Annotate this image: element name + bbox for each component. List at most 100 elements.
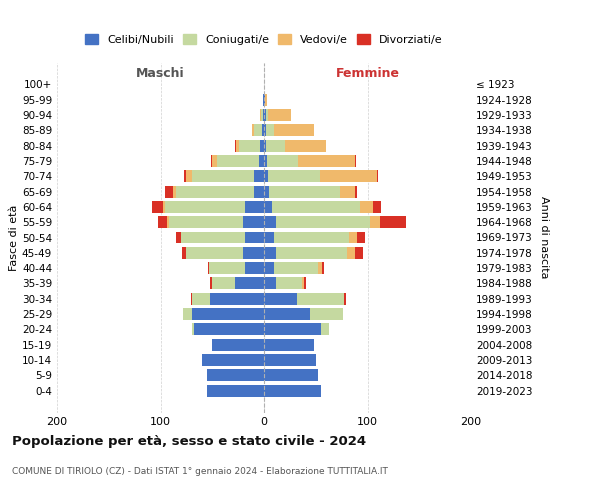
Bar	[264, 140, 266, 151]
Bar	[360, 201, 373, 213]
Bar	[264, 124, 266, 136]
Bar	[355, 247, 364, 259]
Y-axis label: Anni di nascita: Anni di nascita	[539, 196, 549, 278]
Text: Femmine: Femmine	[335, 67, 400, 80]
Bar	[164, 186, 173, 198]
Bar	[262, 124, 264, 136]
Bar	[272, 201, 360, 213]
Bar	[239, 140, 260, 151]
Bar	[217, 155, 259, 167]
Bar	[263, 109, 264, 121]
Bar	[267, 155, 298, 167]
Bar	[245, 201, 264, 213]
Bar	[176, 186, 254, 198]
Bar	[373, 201, 381, 213]
Bar	[302, 278, 304, 289]
Bar	[212, 278, 235, 289]
Bar	[318, 262, 322, 274]
Bar	[244, 247, 264, 259]
Bar	[274, 262, 318, 274]
Bar	[264, 216, 277, 228]
Bar	[264, 338, 314, 350]
Bar	[191, 293, 210, 304]
Bar	[251, 124, 254, 136]
Text: COMUNE DI TIRIOLO (CZ) - Dati ISTAT 1° gennaio 2024 - Elaborazione TUTTITALIA.IT: COMUNE DI TIRIOLO (CZ) - Dati ISTAT 1° g…	[12, 468, 388, 476]
Bar	[210, 293, 264, 304]
Bar	[266, 124, 274, 136]
Bar	[212, 338, 264, 350]
Bar	[274, 124, 314, 136]
Bar	[347, 247, 355, 259]
Bar	[254, 124, 262, 136]
Bar	[207, 384, 264, 396]
Bar	[176, 232, 181, 243]
Bar	[163, 201, 164, 213]
Bar	[254, 170, 264, 182]
Bar	[245, 232, 264, 243]
Bar	[264, 278, 277, 289]
Bar	[264, 109, 266, 121]
Bar	[202, 354, 264, 366]
Legend: Celibi/Nubili, Coniugati/e, Vedovi/e, Divorziati/e: Celibi/Nubili, Coniugati/e, Vedovi/e, Di…	[81, 30, 447, 49]
Bar	[377, 170, 378, 182]
Bar	[277, 247, 347, 259]
Bar	[357, 232, 365, 243]
Bar	[264, 247, 277, 259]
Bar	[321, 324, 329, 336]
Bar	[191, 324, 194, 336]
Bar	[194, 324, 264, 336]
Bar	[264, 186, 269, 198]
Bar	[264, 354, 316, 366]
Bar	[235, 278, 264, 289]
Bar	[298, 155, 355, 167]
Bar	[211, 155, 212, 167]
Bar	[274, 232, 349, 243]
Bar	[277, 216, 370, 228]
Bar	[310, 308, 343, 320]
Bar	[264, 293, 297, 304]
Bar	[191, 308, 264, 320]
Bar	[259, 155, 264, 167]
Bar	[266, 109, 268, 121]
Bar	[264, 201, 272, 213]
Bar	[158, 216, 167, 228]
Bar	[260, 140, 264, 151]
Bar	[169, 216, 244, 228]
Bar	[263, 94, 264, 106]
Bar	[187, 247, 244, 259]
Bar	[173, 186, 176, 198]
Bar	[254, 186, 264, 198]
Bar	[304, 278, 307, 289]
Bar	[182, 247, 187, 259]
Bar	[261, 109, 263, 121]
Bar	[265, 94, 267, 106]
Bar	[264, 155, 267, 167]
Bar	[264, 308, 310, 320]
Bar	[264, 370, 318, 382]
Bar	[235, 140, 236, 151]
Bar	[184, 170, 187, 182]
Bar	[207, 370, 264, 382]
Bar	[355, 186, 357, 198]
Bar	[264, 262, 274, 274]
Bar	[285, 140, 326, 151]
Bar	[167, 216, 169, 228]
Bar	[370, 216, 380, 228]
Bar	[355, 155, 356, 167]
Bar	[264, 324, 321, 336]
Bar	[208, 262, 209, 274]
Bar	[236, 140, 239, 151]
Bar	[266, 140, 285, 151]
Bar	[277, 278, 302, 289]
Bar	[260, 109, 261, 121]
Text: Popolazione per età, sesso e stato civile - 2024: Popolazione per età, sesso e stato civil…	[12, 435, 366, 448]
Bar	[349, 232, 357, 243]
Bar	[268, 109, 291, 121]
Bar	[244, 216, 264, 228]
Bar	[187, 170, 191, 182]
Bar	[322, 262, 324, 274]
Bar	[264, 94, 265, 106]
Bar	[340, 186, 355, 198]
Bar	[183, 308, 191, 320]
Bar	[245, 262, 264, 274]
